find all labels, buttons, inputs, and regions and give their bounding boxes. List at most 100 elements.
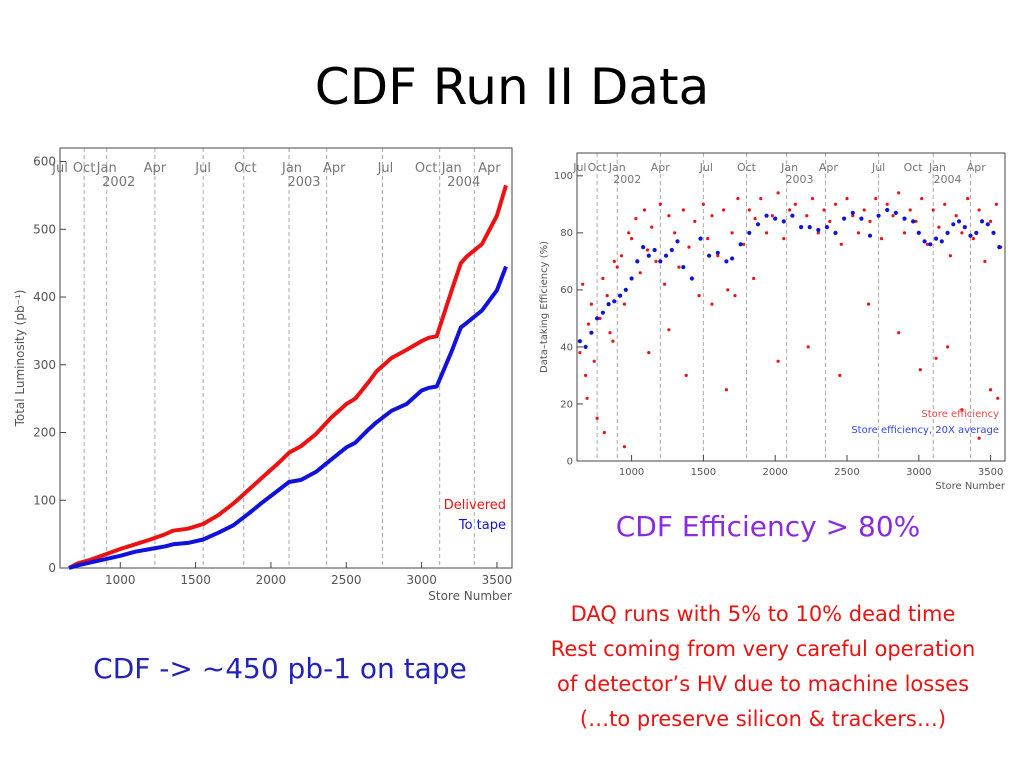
efficiency-point (937, 225, 941, 229)
efficiency-point (585, 396, 589, 400)
average-point (974, 230, 979, 235)
efficiency-point (736, 197, 740, 201)
average-point (641, 245, 646, 250)
month-label: Jan (281, 161, 302, 176)
efficiency-point (589, 302, 593, 306)
efficiency-point (619, 254, 624, 258)
month-label: Jan (780, 161, 798, 174)
average-point (669, 247, 674, 253)
y-tick-label: 20 (560, 399, 573, 410)
x-tick-label: 2500 (331, 573, 362, 587)
efficiency-point (638, 271, 642, 275)
efficiency-point (897, 331, 901, 335)
month-label: Oct (234, 161, 256, 176)
average-point (956, 219, 962, 224)
month-label: Oct (737, 161, 757, 174)
efficiency-point (605, 294, 609, 298)
average-point (629, 276, 634, 281)
note-line: Rest coming from very careful operation (550, 637, 976, 661)
average-point (916, 230, 921, 235)
slide-title: CDF Run II Data (314, 58, 710, 116)
efficiency-point (960, 408, 964, 412)
efficiency-point (598, 316, 602, 320)
efficiency-point (822, 208, 826, 212)
efficiency-point (856, 231, 861, 235)
year-label: 2004 (933, 173, 961, 186)
efficiency-point (578, 351, 582, 355)
month-label: Apr (323, 161, 346, 176)
efficiency-point (584, 373, 588, 377)
note-line: (…to preserve silicon & trackers…) (579, 707, 947, 731)
average-point (968, 233, 973, 238)
efficiency-point (586, 322, 591, 326)
x-tick-label: 1500 (180, 573, 211, 587)
efficiency-point (776, 191, 780, 195)
legend-to-tape: To tape (458, 518, 506, 533)
month-label: Oct (904, 161, 924, 174)
x-tick-label: 3000 (406, 573, 437, 587)
efficiency-point (622, 302, 626, 306)
efficiency-point (833, 202, 838, 206)
x-tick-label: 2000 (762, 467, 787, 478)
efficiency-point (908, 208, 912, 212)
efficiency-point (946, 345, 950, 349)
year-label: 2002 (613, 173, 641, 186)
efficiency-point (642, 208, 647, 212)
y-tick-label: 500 (33, 222, 56, 236)
efficiency-point (654, 259, 658, 263)
efficiency-point (602, 430, 606, 435)
efficiency-point (730, 231, 734, 235)
efficiency-point (701, 202, 705, 206)
y-tick-label: 60 (560, 285, 573, 296)
average-point (773, 216, 778, 221)
y-tick-label: 80 (560, 228, 573, 239)
efficiency-point (673, 231, 677, 235)
average-point (595, 316, 600, 321)
y-tick-label: 100 (33, 493, 56, 507)
average-point (867, 233, 873, 238)
year-label: 2004 (447, 175, 480, 190)
month-label: Apr (967, 161, 987, 174)
average-point (635, 259, 640, 264)
efficiency-point (996, 396, 1000, 400)
efficiency-point (838, 373, 842, 377)
efficiency-point (862, 208, 866, 212)
average-point (589, 330, 594, 335)
efficiency-point (667, 328, 671, 332)
efficiency-point (977, 436, 981, 440)
average-point (893, 210, 898, 215)
efficiency-point (989, 219, 993, 223)
efficiency-point (805, 214, 809, 218)
average-point (885, 207, 890, 213)
x-tick-label: 3500 (482, 573, 513, 587)
average-point (755, 222, 761, 227)
month-label: Jan (96, 161, 117, 176)
month-label: Apr (478, 161, 501, 176)
average-point (646, 253, 651, 258)
average-point (663, 253, 669, 258)
average-point (707, 253, 712, 258)
average-point (747, 230, 752, 235)
x-tick-label: 2000 (256, 573, 287, 587)
efficiency-point (663, 282, 667, 286)
month-label: Apr (651, 161, 671, 174)
efficiency-point (677, 265, 681, 269)
plot-frame (576, 152, 1006, 462)
month-label: Jan (608, 161, 626, 174)
efficiency-point (793, 202, 797, 206)
efficiency-point (897, 191, 901, 195)
efficiency-point (693, 219, 697, 223)
efficiency-point (971, 237, 975, 241)
efficiency-point (983, 259, 987, 263)
efficiency-point (925, 242, 929, 246)
average-point (859, 216, 864, 221)
efficiency-point (667, 214, 671, 218)
efficiency-point (931, 208, 935, 212)
average-point (939, 239, 944, 244)
efficiency-point (710, 214, 714, 218)
legend-average: Store efficiency, 20X average (851, 425, 999, 436)
efficiency-point (615, 265, 619, 269)
y-tick-label: 600 (33, 155, 56, 169)
